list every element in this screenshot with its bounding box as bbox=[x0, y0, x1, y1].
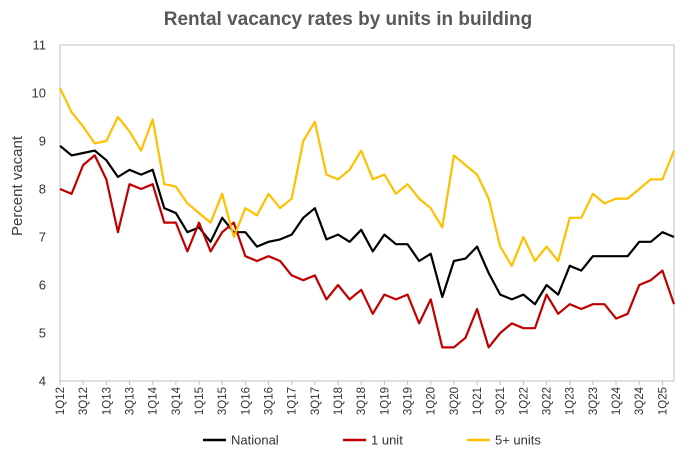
x-tick-label: 1Q12 bbox=[55, 387, 67, 415]
series-line-5-units bbox=[59, 87, 676, 267]
series-line-1-unit bbox=[59, 154, 676, 349]
chart-title: Rental vacancy rates by units in buildin… bbox=[164, 9, 532, 30]
x-tick-label: 1Q16 bbox=[240, 387, 252, 415]
x-tick-label: 1Q22 bbox=[518, 387, 530, 415]
x-tick-label: 3Q23 bbox=[588, 387, 600, 415]
legend-label-5-units: 5+ units bbox=[495, 433, 541, 448]
y-tick-label: 6 bbox=[39, 278, 46, 293]
y-tick-label: 10 bbox=[32, 86, 46, 101]
x-tick-label: 3Q21 bbox=[495, 387, 507, 415]
x-tick-label: 3Q24 bbox=[634, 386, 646, 415]
x-tick-label: 3Q19 bbox=[403, 387, 415, 415]
legend: National 1 unit 5+ units bbox=[203, 433, 541, 448]
x-tick-label: 3Q17 bbox=[310, 387, 322, 415]
legend-label-1-unit: 1 unit bbox=[371, 433, 403, 448]
y-tick-label: 8 bbox=[39, 182, 46, 197]
x-tick-label: 1Q25 bbox=[657, 387, 669, 415]
x-tick-label: 3Q22 bbox=[542, 387, 554, 415]
series-group bbox=[59, 87, 676, 349]
y-axis: 4 5 6 7 8 9 10 11 bbox=[32, 38, 46, 389]
y-axis-label: Percent vacant bbox=[9, 135, 26, 236]
x-tick-label: 1Q21 bbox=[472, 387, 484, 415]
x-tick-label: 3Q15 bbox=[217, 387, 229, 415]
series-line-national bbox=[59, 144, 675, 306]
x-axis: 1Q12 3Q12 1Q13 3Q13 1Q14 3Q14 1Q15 3Q15 1Q16 3Q16… bbox=[55, 381, 669, 415]
x-tick-label: 3Q18 bbox=[356, 387, 368, 415]
plot-area bbox=[59, 44, 675, 382]
x-tick-label: 1Q20 bbox=[426, 387, 438, 415]
y-tick-label: 11 bbox=[33, 38, 47, 53]
x-tick-label: 1Q19 bbox=[379, 387, 391, 415]
y-tick-label: 4 bbox=[39, 374, 46, 389]
x-tick-label: 3Q12 bbox=[78, 387, 90, 415]
plot-border bbox=[59, 44, 675, 382]
x-tick-label: 3Q14 bbox=[171, 386, 183, 415]
x-tick-label: 3Q20 bbox=[449, 387, 461, 415]
y-tick-label: 7 bbox=[39, 230, 46, 245]
y-tick-label: 9 bbox=[39, 134, 46, 149]
x-tick-label: 3Q13 bbox=[125, 387, 137, 415]
x-tick-label: 3Q16 bbox=[264, 387, 276, 415]
legend-label-national: National bbox=[231, 433, 279, 448]
x-tick-label: 1Q24 bbox=[611, 386, 623, 415]
x-tick-label: 1Q15 bbox=[194, 387, 206, 415]
x-tick-label: 1Q17 bbox=[287, 387, 299, 415]
x-tick-label: 1Q18 bbox=[333, 387, 345, 415]
x-tick-label: 1Q13 bbox=[101, 387, 113, 415]
x-tick-label: 1Q23 bbox=[565, 387, 577, 415]
x-tick-label: 1Q14 bbox=[148, 386, 160, 415]
y-tick-label: 5 bbox=[39, 326, 46, 341]
